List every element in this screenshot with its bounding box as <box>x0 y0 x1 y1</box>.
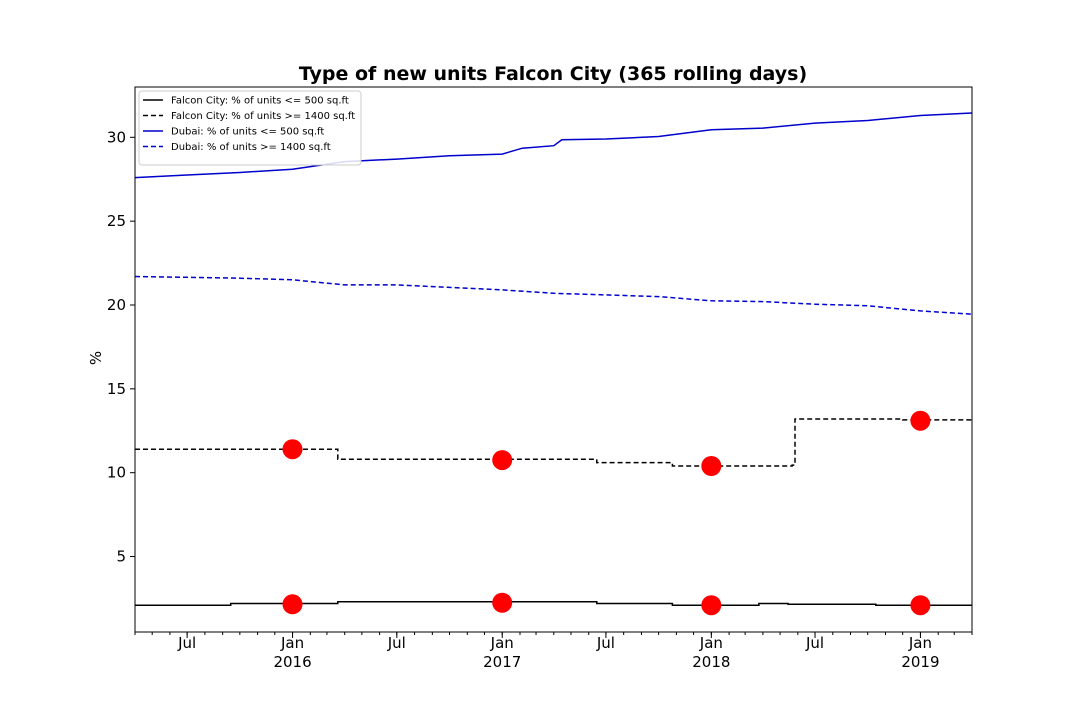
x-tick-label: Jul <box>596 634 615 652</box>
series-line-1 <box>135 601 972 606</box>
x-tick-label: Jul <box>387 634 406 652</box>
y-tick-label: 5 <box>116 548 126 566</box>
legend-box <box>138 90 362 166</box>
x-tick-label: Jul <box>805 634 824 652</box>
legend-label-4: Dubai: % of units >= 1400 sq.ft <box>171 142 331 153</box>
y-tick-label: 30 <box>107 128 126 146</box>
marker-layer <box>282 410 931 616</box>
legend: Falcon City: % of units <= 500 sq.ft Falc… <box>138 90 362 166</box>
series-line-3 <box>134 112 973 179</box>
y-axis: 5 10 15 20 25 30 <box>107 128 135 566</box>
data-point-marker-5 <box>282 439 303 460</box>
data-point-marker-2 <box>492 592 513 613</box>
y-tick-label: 25 <box>107 212 126 230</box>
data-point-marker-7 <box>701 456 722 476</box>
legend-label-1: Falcon City: % of units <= 500 sq.ft <box>171 96 349 107</box>
series-line-4 <box>134 275 973 315</box>
x-tick-year-label: 2018 <box>692 653 730 671</box>
x-tick-label: Jan <box>908 634 932 652</box>
legend-label-2: Falcon City: % of units >= 1400 sq.ft <box>171 111 355 122</box>
legend-label-3: Dubai: % of units <= 500 sq.ft <box>171 127 324 138</box>
x-tick-label: Jul <box>177 634 196 652</box>
x-tick-year-label: 2017 <box>483 653 521 671</box>
x-tick-year-label: 2019 <box>901 653 939 671</box>
y-axis-label: % <box>87 351 105 365</box>
data-point-marker-1 <box>282 594 303 615</box>
x-tick-label: Jan <box>280 634 304 652</box>
data-point-marker-8 <box>910 410 931 431</box>
series-line-2 <box>135 418 972 467</box>
x-tick-year-label: 2016 <box>273 653 311 671</box>
data-point-marker-3 <box>701 595 722 616</box>
x-tick-label: Jan <box>490 634 514 652</box>
chart-title: Type of new units Falcon City (365 rolli… <box>299 63 807 85</box>
data-point-marker-6 <box>492 450 513 471</box>
y-tick-label: 20 <box>107 296 126 314</box>
x-tick-label: Jan <box>699 634 723 652</box>
plot-frame <box>134 86 973 633</box>
y-tick-label: 10 <box>107 464 126 482</box>
y-tick-label: 15 <box>107 380 126 398</box>
data-point-marker-4 <box>910 595 931 616</box>
series-layer <box>134 112 973 606</box>
